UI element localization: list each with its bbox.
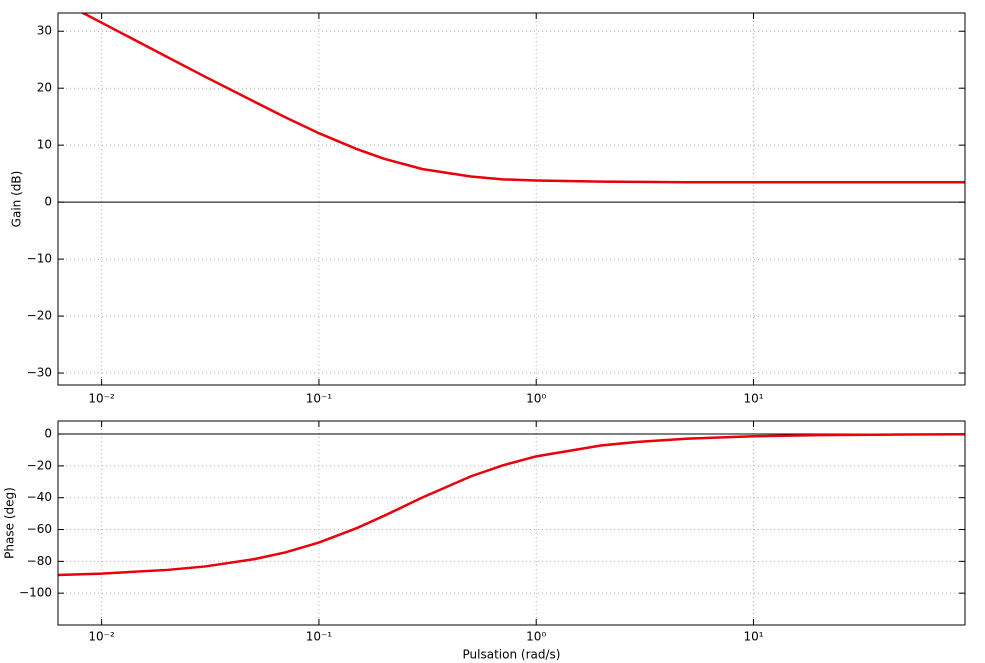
y-axis-label: Gain (dB) bbox=[10, 171, 24, 228]
y-tick-label: 30 bbox=[37, 24, 52, 38]
x-tick-label: 10⁻¹ bbox=[306, 630, 333, 644]
y-tick-label: −10 bbox=[27, 252, 52, 266]
y-tick-label: −60 bbox=[27, 522, 52, 536]
x-tick-label: 10¹ bbox=[743, 630, 763, 644]
x-axis-label: Pulsation (rad/s) bbox=[463, 648, 561, 662]
x-tick-label: 10⁻¹ bbox=[306, 392, 333, 406]
x-tick-label: 10⁰ bbox=[526, 392, 546, 406]
y-tick-label: −20 bbox=[27, 458, 52, 472]
y-tick-label: 0 bbox=[44, 427, 52, 441]
panel: 10⁻² 10⁻¹ 10⁰ 10¹ −30 −20 −10 0 10 20 30 Gain (dB) bbox=[10, 12, 966, 406]
frame bbox=[57, 420, 966, 626]
y-tick-label: 20 bbox=[37, 81, 52, 95]
x-tick-label: 10⁻² bbox=[88, 630, 115, 644]
y-tick-label: −40 bbox=[27, 490, 52, 504]
x-tick-label: 10¹ bbox=[743, 392, 763, 406]
line bbox=[80, 13, 965, 184]
line bbox=[58, 433, 965, 577]
y-tick-label: −80 bbox=[27, 554, 52, 568]
x-tick-label: 10⁻² bbox=[88, 392, 115, 406]
x-tick-label: 10⁰ bbox=[526, 630, 546, 644]
frame bbox=[57, 12, 966, 386]
y-axis-label: Phase (deg) bbox=[3, 487, 17, 559]
panel: 10⁻² 10⁻¹ 10⁰ 10¹ −100 −80 −60 −40 −20 0 Phase (de… bbox=[3, 420, 966, 662]
y-tick-label: −100 bbox=[19, 586, 52, 600]
y-tick-label: −30 bbox=[27, 366, 52, 380]
y-tick-label: 10 bbox=[37, 138, 52, 152]
y-tick-label: −20 bbox=[27, 309, 52, 323]
y-tick-label: 0 bbox=[44, 195, 52, 209]
